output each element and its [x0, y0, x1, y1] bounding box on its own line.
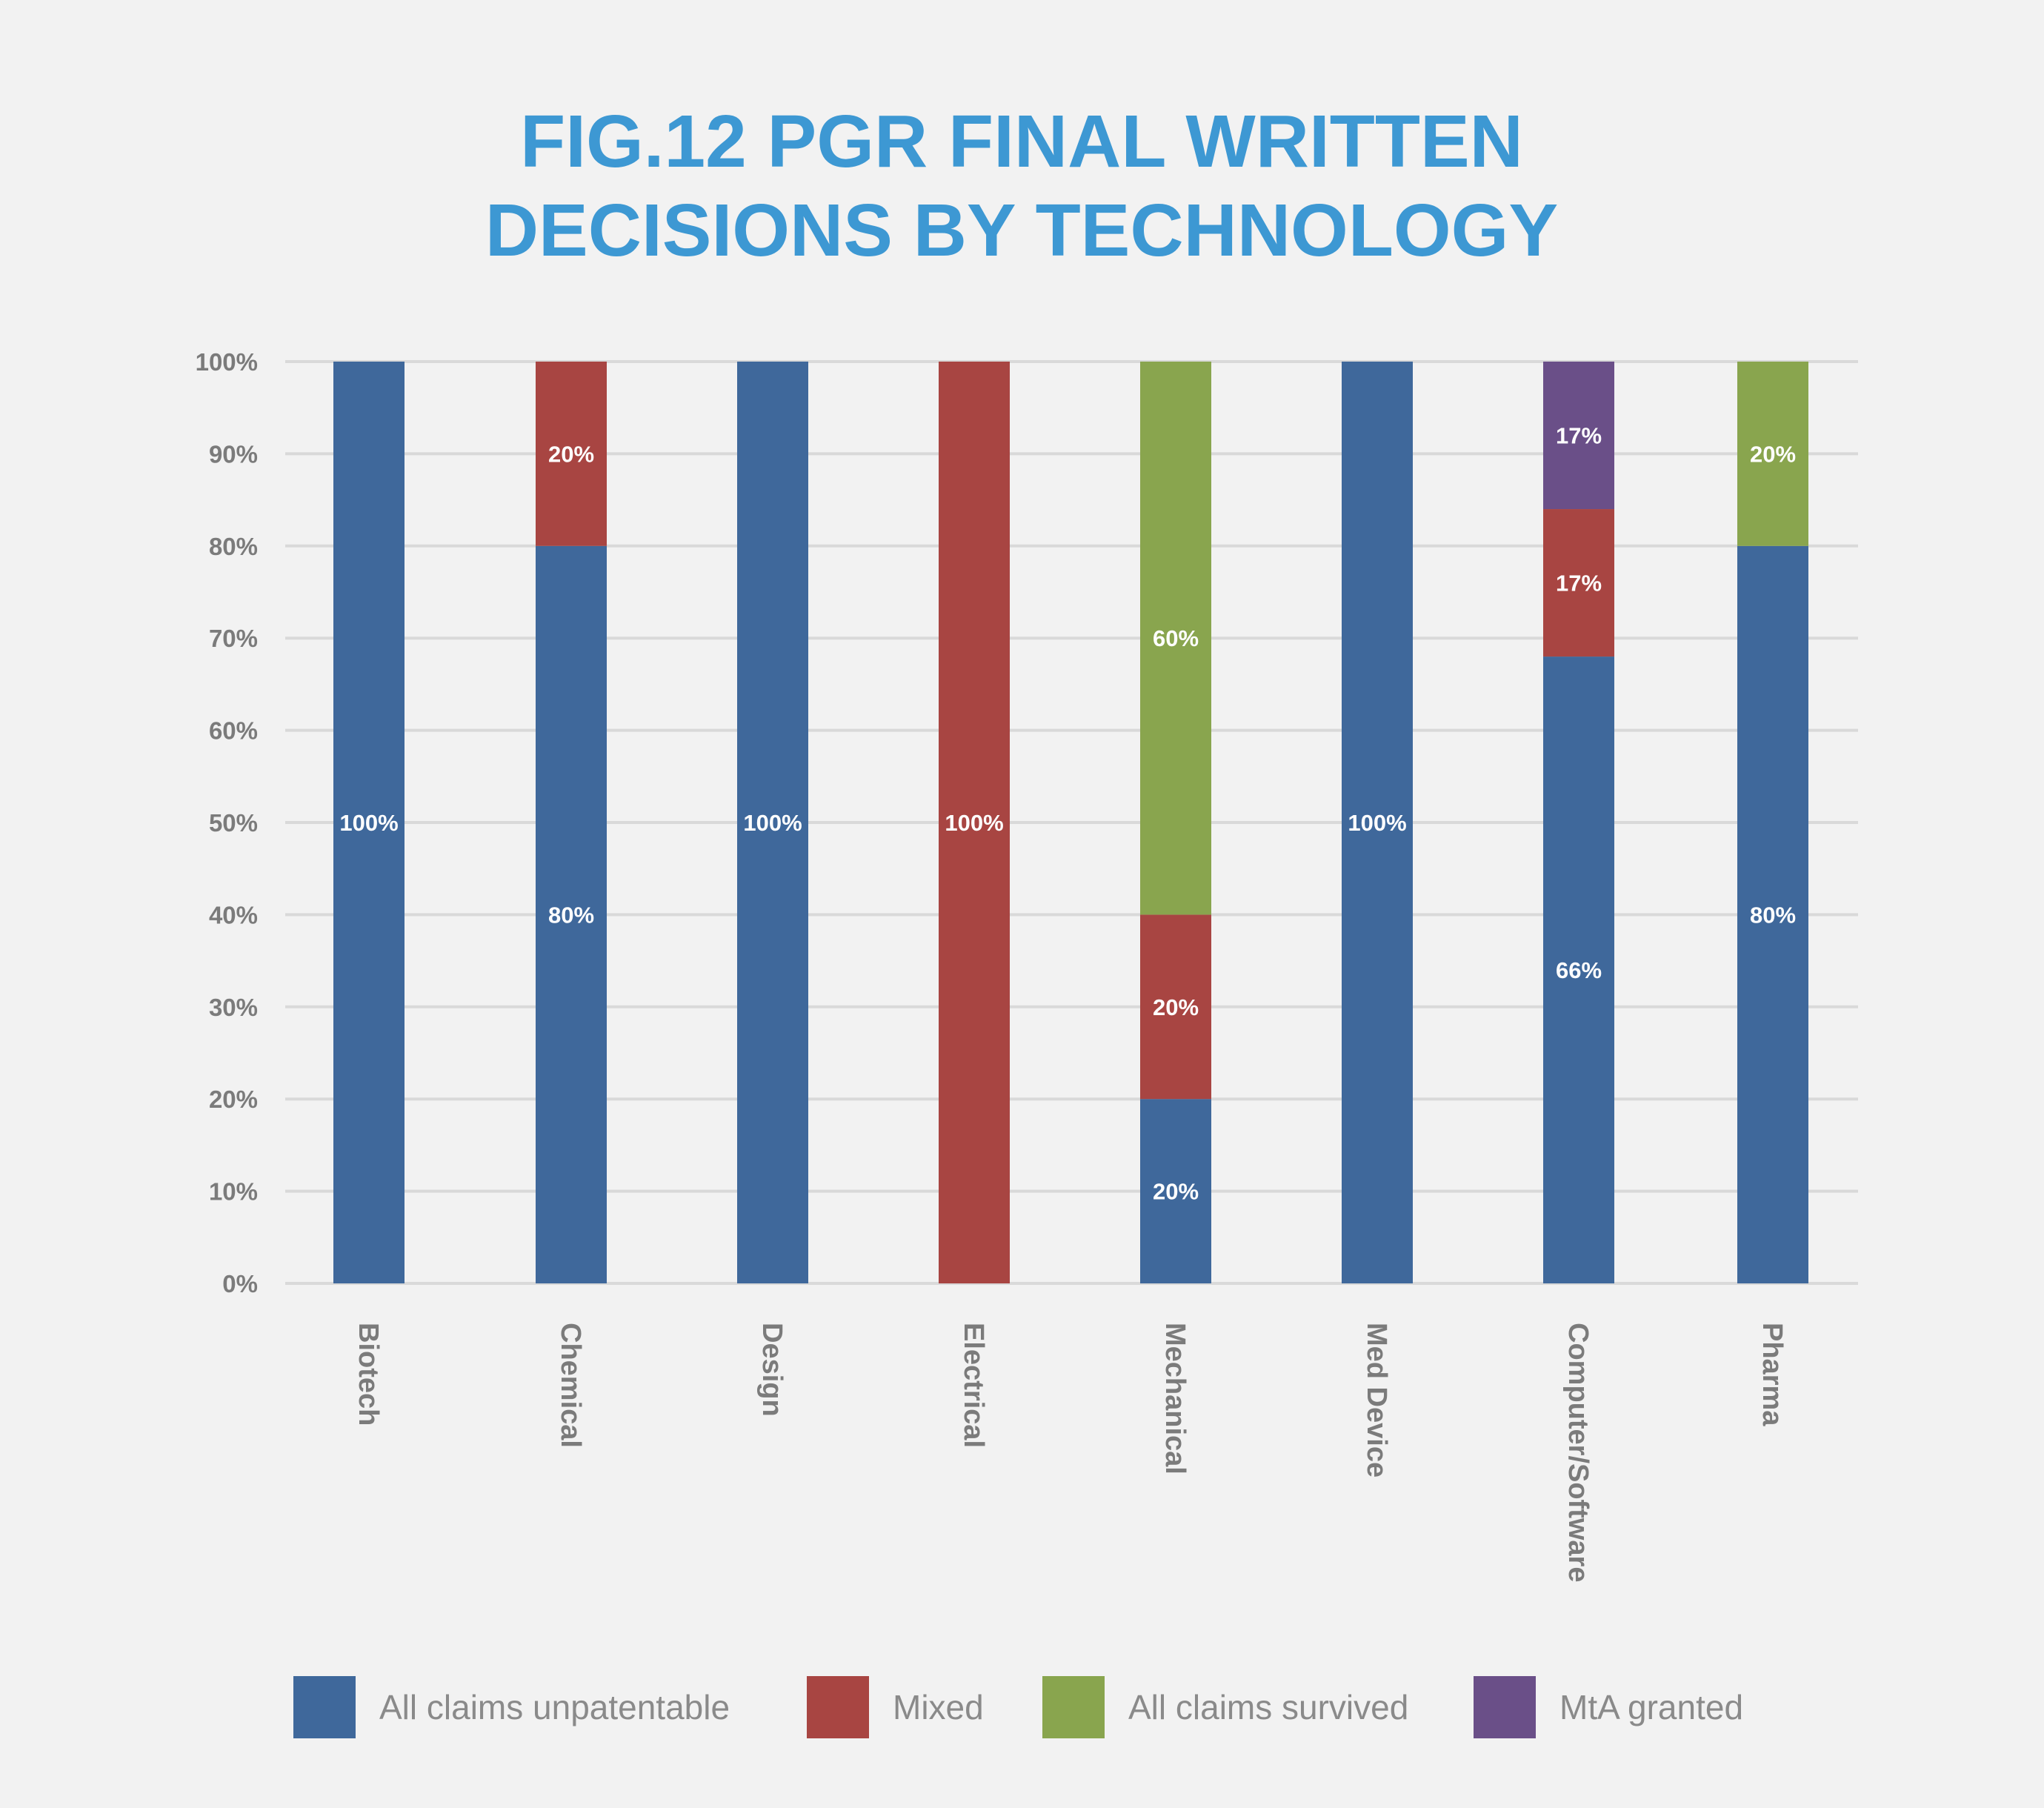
x-axis-category-labels: Biotech Chemical Design Electrical Mechanica… [353, 1323, 1788, 1582]
gridlines [285, 360, 1858, 1285]
data-label: 20% [1750, 441, 1796, 467]
data-label: 80% [1750, 902, 1796, 928]
y-tick-label: 70% [209, 625, 258, 652]
bar-segment [1543, 657, 1614, 1283]
bar-segment [333, 362, 405, 1283]
y-axis-tick-labels: 0% 10% 20% 30% 40% 50% 60% 70% 80% 90% 100% [196, 348, 258, 1297]
y-tick-label: 80% [209, 533, 258, 560]
data-label: 100% [1348, 810, 1406, 836]
legend-label: All claims survived [1128, 1688, 1408, 1726]
data-label: 20% [548, 441, 594, 467]
y-tick-label: 0% [222, 1270, 258, 1297]
y-tick-label: 30% [209, 994, 258, 1021]
bars [333, 362, 1808, 1283]
x-category-label: Pharma [1757, 1323, 1788, 1426]
data-label: 80% [548, 902, 594, 928]
data-labels: 100% 80% 20% 100% 100% 20% 20% 60% 100% 66% 17% 17%… [339, 423, 1796, 1205]
y-tick-label: 20% [209, 1086, 258, 1113]
x-category-label: Electrical [958, 1323, 989, 1448]
x-category-label: Design [756, 1323, 788, 1417]
bar-segment [1737, 362, 1808, 546]
data-label: 17% [1556, 423, 1602, 449]
bar-segment [1342, 362, 1413, 1283]
data-label: 66% [1556, 957, 1602, 983]
y-tick-label: 100% [196, 348, 258, 376]
x-category-label: Med Device [1361, 1323, 1392, 1478]
bar-segment [737, 362, 808, 1283]
bar-segment [536, 545, 607, 1283]
legend-label: Mixed [893, 1688, 984, 1726]
bar-segment [1543, 509, 1614, 657]
data-label: 100% [339, 810, 398, 836]
x-category-label: Computer/Software [1562, 1323, 1594, 1582]
x-category-label: Mechanical [1159, 1323, 1191, 1475]
legend: All claims unpatentable Mixed All claims s… [293, 1676, 1743, 1738]
bar-segment [1140, 362, 1211, 915]
data-label: 100% [743, 810, 802, 836]
data-label: 17% [1556, 571, 1602, 596]
y-tick-label: 60% [209, 717, 258, 745]
bar-segment [939, 362, 1010, 1283]
chart-title-line-1: FIG.12 PGR FINAL WRITTEN [520, 100, 1523, 183]
y-tick-label: 10% [209, 1178, 258, 1206]
legend-label: All claims unpatentable [379, 1688, 730, 1726]
bar-segment [1737, 545, 1808, 1283]
legend-swatch [1474, 1676, 1536, 1738]
legend-swatch [807, 1676, 869, 1738]
legend-label: MtA granted [1559, 1688, 1743, 1726]
data-label: 60% [1153, 625, 1199, 651]
y-tick-label: 50% [209, 809, 258, 837]
chart-title: FIG.12 PGR FINAL WRITTEN DECISIONS BY TE… [485, 100, 1558, 272]
data-label: 20% [1153, 994, 1199, 1020]
bar-segment [1140, 1099, 1211, 1283]
x-category-label: Chemical [555, 1323, 586, 1448]
chart-title-line-2: DECISIONS BY TECHNOLOGY [485, 189, 1558, 272]
legend-swatch [1042, 1676, 1105, 1738]
x-category-label: Biotech [353, 1323, 384, 1426]
legend-swatch [293, 1676, 356, 1738]
y-tick-label: 90% [209, 440, 258, 468]
data-label: 100% [945, 810, 1003, 836]
bar-segment [1543, 362, 1614, 510]
bar-segment [536, 362, 607, 546]
data-label: 20% [1153, 1179, 1199, 1205]
y-tick-label: 40% [209, 901, 258, 928]
bar-segment [1140, 914, 1211, 1100]
